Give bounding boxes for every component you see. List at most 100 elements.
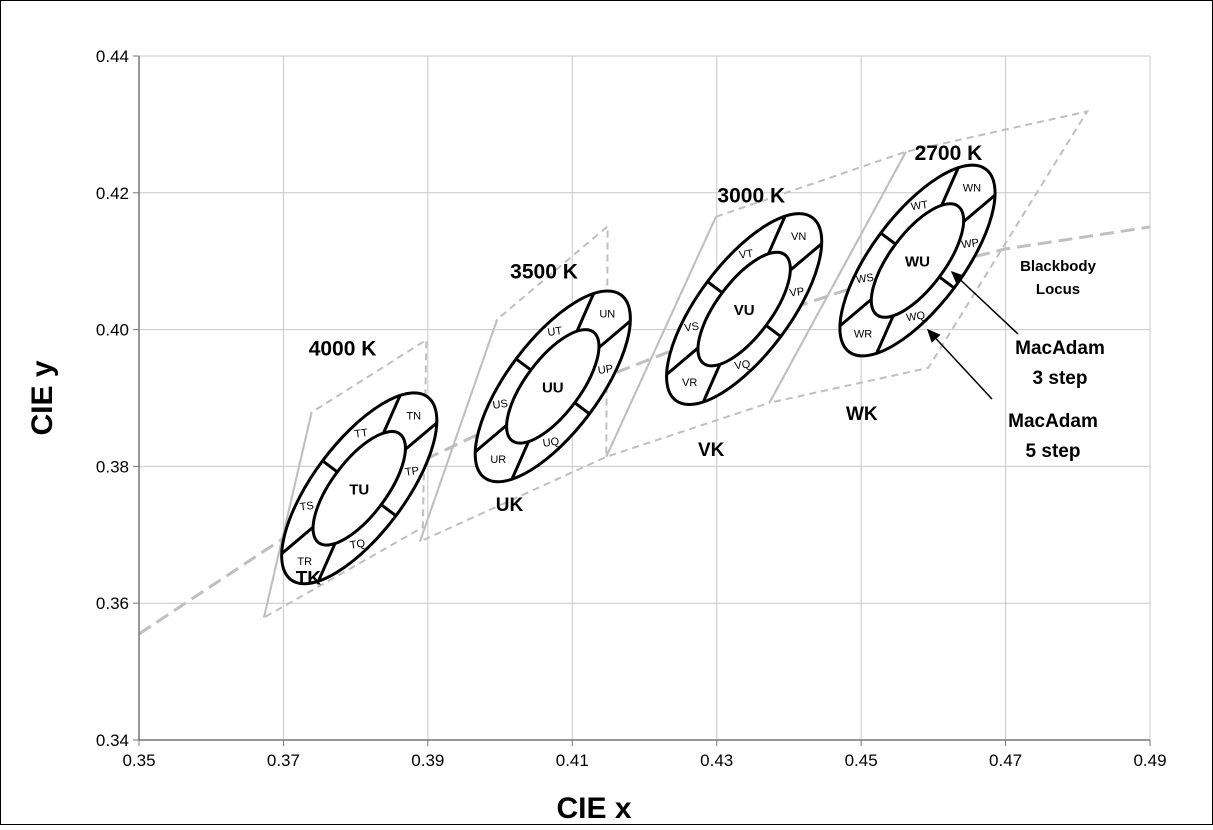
- blackbody-locus-label: Locus: [1036, 281, 1080, 298]
- ellipse-segment-divider: [321, 459, 339, 474]
- k-bin-label: WK: [846, 404, 878, 425]
- axes: 0.35 0.37 0.39 0.41 0.43 0.45 0.47 0.49 0.34 0.36…: [96, 47, 1167, 770]
- bin-label-ur: UR: [490, 454, 506, 466]
- quadrangle-boundary: [768, 151, 907, 404]
- y-axis-title: CIE y: [26, 360, 59, 435]
- bin-label-ut: UT: [547, 325, 563, 339]
- bin-label-vq: VQ: [734, 358, 752, 372]
- y-tick-label: 0.34: [96, 731, 129, 750]
- bin-label-ws: WS: [855, 272, 874, 286]
- y-tick-label: 0.42: [96, 184, 129, 203]
- ansi-quadrangle-tk: [262, 338, 428, 620]
- ellipse-segment-divider: [510, 441, 530, 480]
- x-tick-label: 0.41: [556, 751, 589, 770]
- ellipse-group-w: WN WT WS WR WQ WP: [838, 163, 997, 358]
- bin-label-up: UP: [597, 363, 614, 377]
- x-axis-title: CIE x: [556, 792, 631, 825]
- bin-label-tt: TT: [354, 427, 369, 441]
- y-tick-label: 0.36: [96, 594, 129, 613]
- bin-label-wp: WP: [961, 237, 980, 251]
- x-tick-label: 0.43: [700, 751, 733, 770]
- quadrangle-boundary: [418, 319, 499, 542]
- bin-label-wn: WN: [963, 183, 981, 195]
- x-tick-label: 0.49: [1133, 751, 1166, 770]
- macadam-5-step-label: 5 step: [1026, 441, 1081, 462]
- x-tick-label: 0.37: [267, 751, 300, 770]
- macadam-5-step-label: MacAdam: [1008, 411, 1098, 432]
- y-tick-label: 0.44: [96, 47, 129, 66]
- macadam-5-step-arrow: [926, 328, 993, 400]
- macadam-5-step-ellipse: [665, 212, 824, 406]
- x-tick-label: 0.35: [122, 751, 155, 770]
- quadrangle-boundary: [262, 412, 313, 618]
- cct-label: 3500 K: [510, 260, 578, 283]
- macadam-3-step-label: MacAdam: [1015, 338, 1105, 359]
- ellipse-segment-divider: [597, 319, 632, 349]
- k-bin-label: TK: [296, 569, 322, 590]
- bin-label-vs: VS: [684, 321, 700, 335]
- blackbody-locus-label: Blackbody: [1020, 258, 1097, 275]
- y-tick-label: 0.40: [96, 321, 129, 340]
- bin-label-ts: TS: [299, 500, 315, 514]
- ellipse-segment-divider: [382, 394, 402, 434]
- ellipse-group-t: TN TT TS TR TQ TP: [280, 391, 439, 586]
- ellipse-segment-divider: [573, 401, 591, 416]
- ellipse-segment-divider: [940, 167, 960, 206]
- bin-label-uq: UQ: [542, 436, 560, 450]
- bin-label-vr: VR: [682, 377, 697, 389]
- macadam-3-step-label: 3 step: [1033, 368, 1088, 389]
- bin-label-wq: WQ: [906, 310, 927, 325]
- ellipse-segment-divider: [280, 526, 315, 555]
- ellipse-segment-divider: [789, 242, 823, 272]
- macadam-5-step-ellipse: [838, 163, 997, 358]
- cct-label: 4000 K: [309, 338, 377, 361]
- bin-label-tn: TN: [406, 410, 421, 422]
- bin-label-un: UN: [599, 309, 615, 321]
- bin-label-us: US: [492, 398, 509, 412]
- quadrangle-boundary: [605, 216, 717, 458]
- labels-layer: TN TT TS TR TQ TP TU 4000 K TK UN UT US UR UQ UP UU 3500…: [280, 142, 1105, 590]
- ellipse-segment-divider: [767, 215, 787, 255]
- bin-label-wt: WT: [910, 199, 929, 213]
- cct-label: 2700 K: [915, 142, 983, 165]
- macadam-5-step-ellipse: [473, 289, 632, 484]
- ellipse-segment-divider: [515, 357, 532, 372]
- bin-label-tp: TP: [404, 465, 420, 479]
- ellipse-segment-divider: [575, 292, 596, 332]
- ellipse-segment-divider: [404, 421, 438, 451]
- macadam-5-step-ellipse: [280, 391, 439, 586]
- bin-label-wu: WU: [905, 254, 930, 271]
- ellipse-segment-divider: [706, 280, 724, 294]
- ellipse-segment-divider: [962, 193, 996, 223]
- k-bin-label: UK: [496, 495, 524, 516]
- ellipse-group-u: UN UT US UR UQ UP: [473, 289, 632, 484]
- ellipse-segment-divider: [474, 424, 508, 453]
- bin-label-vu: VU: [734, 302, 755, 319]
- bin-label-uu: UU: [542, 379, 564, 396]
- bin-label-tu: TU: [349, 481, 369, 498]
- bin-label-tq: TQ: [349, 538, 366, 552]
- ellipse-segment-divider: [938, 275, 956, 290]
- ellipse-segment-divider: [838, 298, 873, 328]
- x-tick-label: 0.47: [989, 751, 1022, 770]
- bin-label-vt: VT: [738, 248, 754, 262]
- ellipse-segment-divider: [875, 315, 895, 354]
- ellipse-segment-divider: [765, 324, 782, 338]
- ellipse-segment-divider: [317, 542, 337, 582]
- x-tick-label: 0.39: [411, 751, 444, 770]
- ellipse-group-v: VN VT VS VR VQ VP: [665, 212, 824, 406]
- bin-label-vn: VN: [791, 231, 806, 243]
- ellipse-segment-divider: [665, 346, 699, 376]
- ellipse-segment-divider: [879, 231, 897, 246]
- x-tick-label: 0.45: [845, 751, 878, 770]
- ansi-quadrangle-vk: [604, 149, 909, 459]
- bin-label-tr: TR: [297, 556, 312, 568]
- cct-label: 3000 K: [717, 184, 785, 207]
- ansi-quadrangle-wk: [767, 109, 1090, 405]
- k-bin-label: VK: [698, 440, 725, 461]
- bin-label-wr: WR: [854, 328, 872, 340]
- ellipse-segment-divider: [701, 363, 722, 403]
- y-tick-label: 0.38: [96, 457, 129, 476]
